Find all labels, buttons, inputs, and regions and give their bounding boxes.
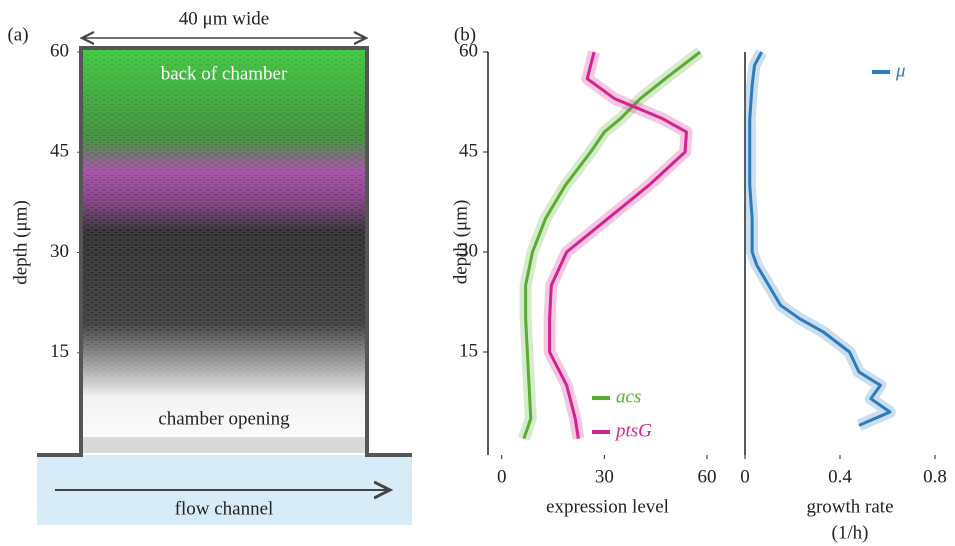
- annotation: flow channel: [175, 498, 274, 519]
- error-band: [543, 50, 693, 440]
- y-tick-label: 60: [459, 40, 478, 61]
- chamber-wall: [37, 46, 412, 457]
- x-tick-label: 30: [595, 466, 614, 487]
- y-tick-label: 45: [50, 141, 69, 162]
- cell-texture: [82, 50, 366, 380]
- x-tick-label: 0: [497, 466, 507, 487]
- x-axis-label: growth rate: [806, 496, 893, 517]
- y-axis-label: depth (μm): [450, 200, 471, 285]
- y-tick-label: 30: [459, 240, 478, 261]
- x-tick-label: 60: [698, 466, 717, 487]
- annotation: chamber opening: [158, 408, 290, 429]
- y-tick-label: 45: [459, 140, 478, 161]
- x-tick-label: 0.4: [828, 466, 852, 487]
- series-line: [548, 51, 688, 439]
- title: 40 μm wide: [179, 8, 269, 29]
- error-band: [743, 49, 896, 431]
- chamber-floor: [82, 437, 366, 453]
- legend-label: acs: [616, 386, 641, 407]
- y-tick-label: 15: [50, 341, 69, 362]
- y-tick-label: 15: [459, 340, 478, 361]
- legend-label: ptsG: [614, 420, 652, 441]
- x-tick-label: 0.8: [923, 466, 947, 487]
- y-tick-label: 30: [50, 241, 69, 262]
- panel-label: (b): [454, 24, 476, 45]
- x-axis-label: (1/h): [832, 522, 869, 543]
- x-tick-label: 0: [740, 466, 750, 487]
- y-tick-label: 60: [50, 40, 69, 61]
- series-line: [522, 50, 702, 440]
- y-axis-label: depth (μm): [10, 200, 31, 285]
- panel-label: (a): [7, 24, 28, 45]
- panel-a: [37, 38, 412, 525]
- annotation: back of chamber: [161, 63, 288, 84]
- x-axis-label: expression level: [546, 496, 669, 517]
- error-band: [518, 47, 704, 441]
- series-line: [748, 51, 892, 427]
- legend-label: μ: [895, 60, 906, 81]
